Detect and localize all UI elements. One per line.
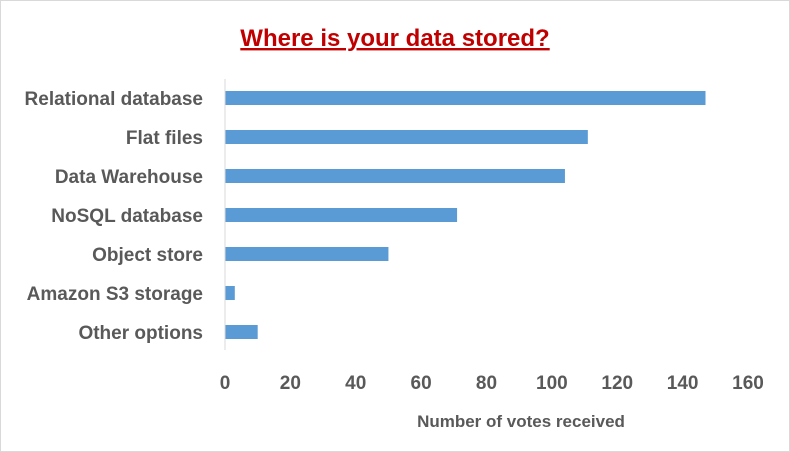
- x-tick-label: 60: [411, 373, 432, 394]
- x-tick-label: 160: [732, 373, 764, 394]
- category-label: Other options: [78, 323, 203, 344]
- bar: [225, 91, 706, 105]
- x-tick-label: 100: [536, 373, 568, 394]
- category-label: Object store: [92, 245, 203, 266]
- bars-group: [225, 91, 706, 339]
- bar: [225, 247, 389, 261]
- bar: [225, 130, 588, 144]
- x-tick-label: 20: [280, 373, 301, 394]
- category-label: Data Warehouse: [55, 167, 203, 188]
- category-label: Amazon S3 storage: [27, 284, 203, 305]
- x-tick-label: 40: [345, 373, 366, 394]
- chart-title: Where is your data stored?: [240, 25, 549, 52]
- category-label: Relational database: [25, 89, 203, 110]
- x-tick-labels: 0 20 40 60 80 100 120 140 160: [220, 373, 764, 394]
- x-tick-label: 120: [601, 373, 633, 394]
- x-tick-label: 80: [476, 373, 497, 394]
- bar: [225, 208, 458, 222]
- category-labels: Relational database Flat files Data Wareho…: [25, 89, 203, 344]
- category-label: NoSQL database: [51, 206, 203, 227]
- x-tick-label: 140: [667, 373, 699, 394]
- x-axis-title: Number of votes received: [417, 412, 625, 431]
- bar: [225, 286, 235, 300]
- x-tick-label: 0: [220, 373, 231, 394]
- bar: [225, 169, 565, 183]
- category-label: Flat files: [126, 128, 203, 149]
- bar: [225, 325, 258, 339]
